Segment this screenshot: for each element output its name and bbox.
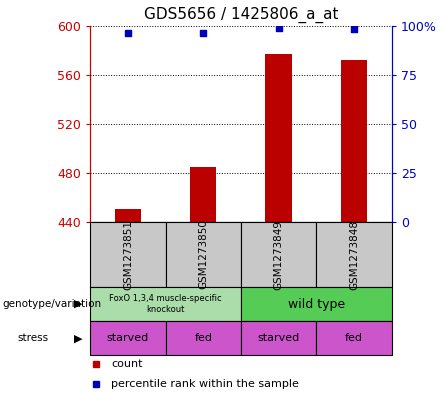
Bar — [90, 321, 165, 355]
Text: stress: stress — [18, 333, 49, 343]
Text: GSM1273850: GSM1273850 — [198, 220, 208, 290]
Text: ▶: ▶ — [74, 333, 83, 343]
Bar — [316, 222, 392, 287]
Text: starved: starved — [257, 333, 300, 343]
Bar — [90, 287, 241, 321]
Text: ▶: ▶ — [74, 299, 83, 309]
Text: GSM1273851: GSM1273851 — [123, 220, 133, 290]
Bar — [265, 54, 292, 222]
Point — [200, 30, 207, 37]
Text: FoxO 1,3,4 muscle-specific
knockout: FoxO 1,3,4 muscle-specific knockout — [109, 294, 222, 314]
Text: GSM1273849: GSM1273849 — [274, 220, 283, 290]
Text: wild type: wild type — [288, 298, 345, 310]
Text: fed: fed — [194, 333, 212, 343]
Title: GDS5656 / 1425806_a_at: GDS5656 / 1425806_a_at — [143, 7, 338, 23]
Text: GSM1273848: GSM1273848 — [349, 220, 359, 290]
Text: count: count — [111, 359, 143, 369]
Point — [275, 24, 282, 31]
Text: genotype/variation: genotype/variation — [2, 299, 101, 309]
Bar — [90, 222, 165, 287]
Bar — [241, 222, 316, 287]
Bar — [190, 167, 216, 222]
Text: fed: fed — [345, 333, 363, 343]
Bar — [316, 321, 392, 355]
Bar — [165, 222, 241, 287]
Point — [125, 30, 132, 37]
Text: percentile rank within the sample: percentile rank within the sample — [111, 380, 299, 389]
Bar — [341, 60, 367, 222]
Bar — [165, 321, 241, 355]
Text: starved: starved — [107, 333, 149, 343]
Bar — [115, 209, 141, 222]
Point — [350, 26, 357, 33]
Bar — [241, 287, 392, 321]
Bar — [241, 321, 316, 355]
